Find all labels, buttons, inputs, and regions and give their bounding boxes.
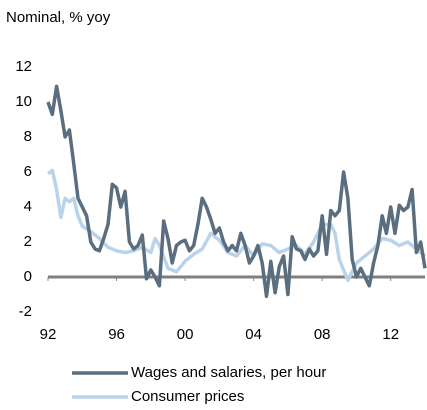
legend-label: Wages and salaries, per hour — [131, 364, 326, 381]
legend-label: Consumer prices — [131, 388, 244, 405]
x-tick-label: 92 — [40, 326, 57, 343]
x-tick-label: 04 — [245, 326, 262, 343]
x-tick-label: 12 — [382, 326, 399, 343]
y-tick-label: 12 — [15, 58, 32, 75]
y-tick-label: 6 — [24, 163, 32, 180]
y-tick-label: 8 — [24, 128, 32, 145]
y-axis-label: Nominal, % yoy — [6, 9, 111, 26]
y-tick-label: -2 — [19, 303, 32, 320]
y-tick-label: 0 — [24, 268, 32, 285]
series-line — [46, 84, 427, 299]
x-tick-label: 08 — [314, 326, 331, 343]
y-tick-label: 4 — [24, 198, 32, 215]
y-tick-label: 2 — [24, 233, 32, 250]
series-line — [46, 168, 427, 283]
x-tick-label: 00 — [177, 326, 194, 343]
y-tick-label: 10 — [15, 93, 32, 110]
x-tick-label: 96 — [108, 326, 125, 343]
